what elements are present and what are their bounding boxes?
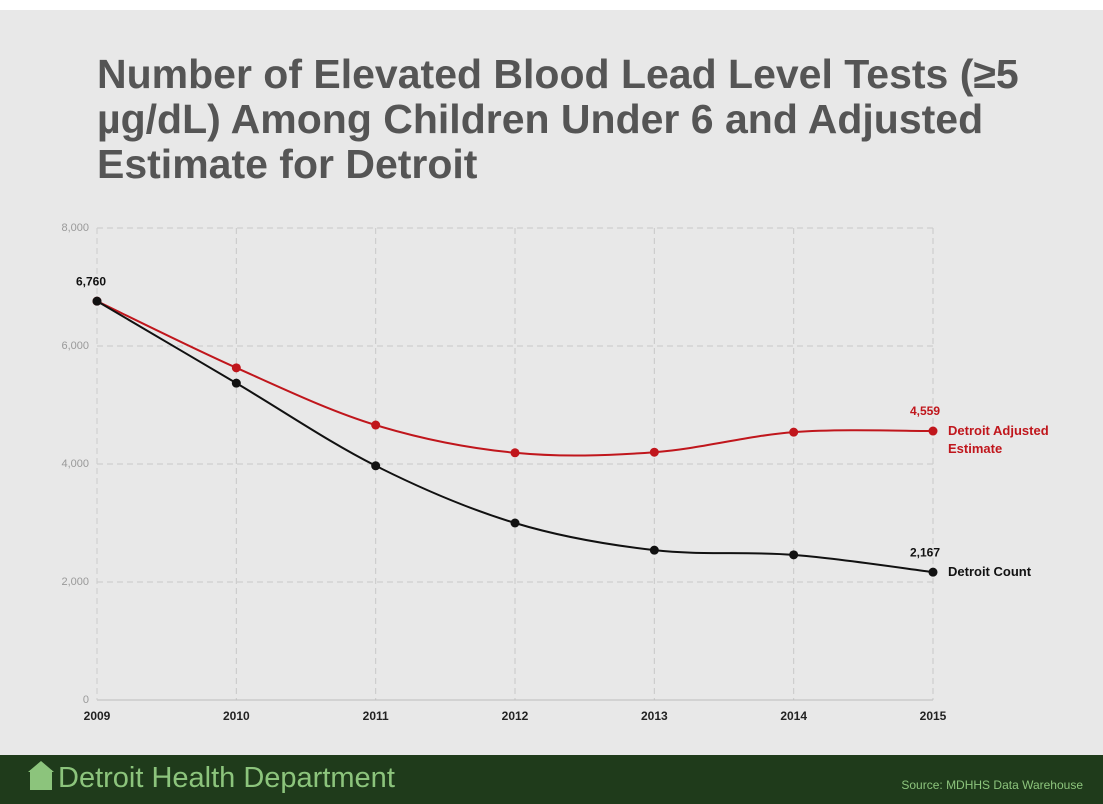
series-label: Detroit Count [948,564,1032,580]
y-tick-label: 2,000 [61,576,89,588]
y-tick-label: 0 [83,694,89,706]
x-tick-label: 2009 [84,709,111,723]
data-point [649,447,659,457]
x-tick-label: 2010 [223,709,250,723]
data-point [789,427,799,437]
organization: Detroit Health Department [58,762,395,794]
data-point [928,426,938,436]
data-point [649,545,659,555]
top-border [0,0,1103,10]
data-point [928,567,938,577]
logo-icon [28,761,54,790]
series-label: Detroit Adjusted Estimate [948,423,1049,457]
x-tick-label: 2011 [363,709,389,723]
data-point [231,378,241,388]
data-label: 2,167 [910,545,940,559]
x-tick-label: 2015 [920,709,947,723]
data-point [92,296,102,306]
data-point [789,550,799,560]
data-point [371,420,381,430]
data-point [231,363,241,373]
y-tick-label: 8,000 [61,222,89,234]
data-point [371,461,381,471]
x-tick-label: 2014 [780,709,807,723]
data-label: 6,760 [76,274,106,288]
data-label: 4,559 [910,404,940,418]
y-tick-label: 4,000 [61,458,89,470]
source: Source: MDHHS Data Warehouse [901,778,1083,792]
y-tick-label: 6,000 [61,340,89,352]
chart-title: Number of Elevated Blood Lead Level Test… [97,51,1019,187]
data-point [510,448,520,458]
x-tick-label: 2012 [502,709,529,723]
data-point [510,518,520,528]
x-tick-label: 2013 [641,709,668,723]
footer-band [0,755,1103,804]
